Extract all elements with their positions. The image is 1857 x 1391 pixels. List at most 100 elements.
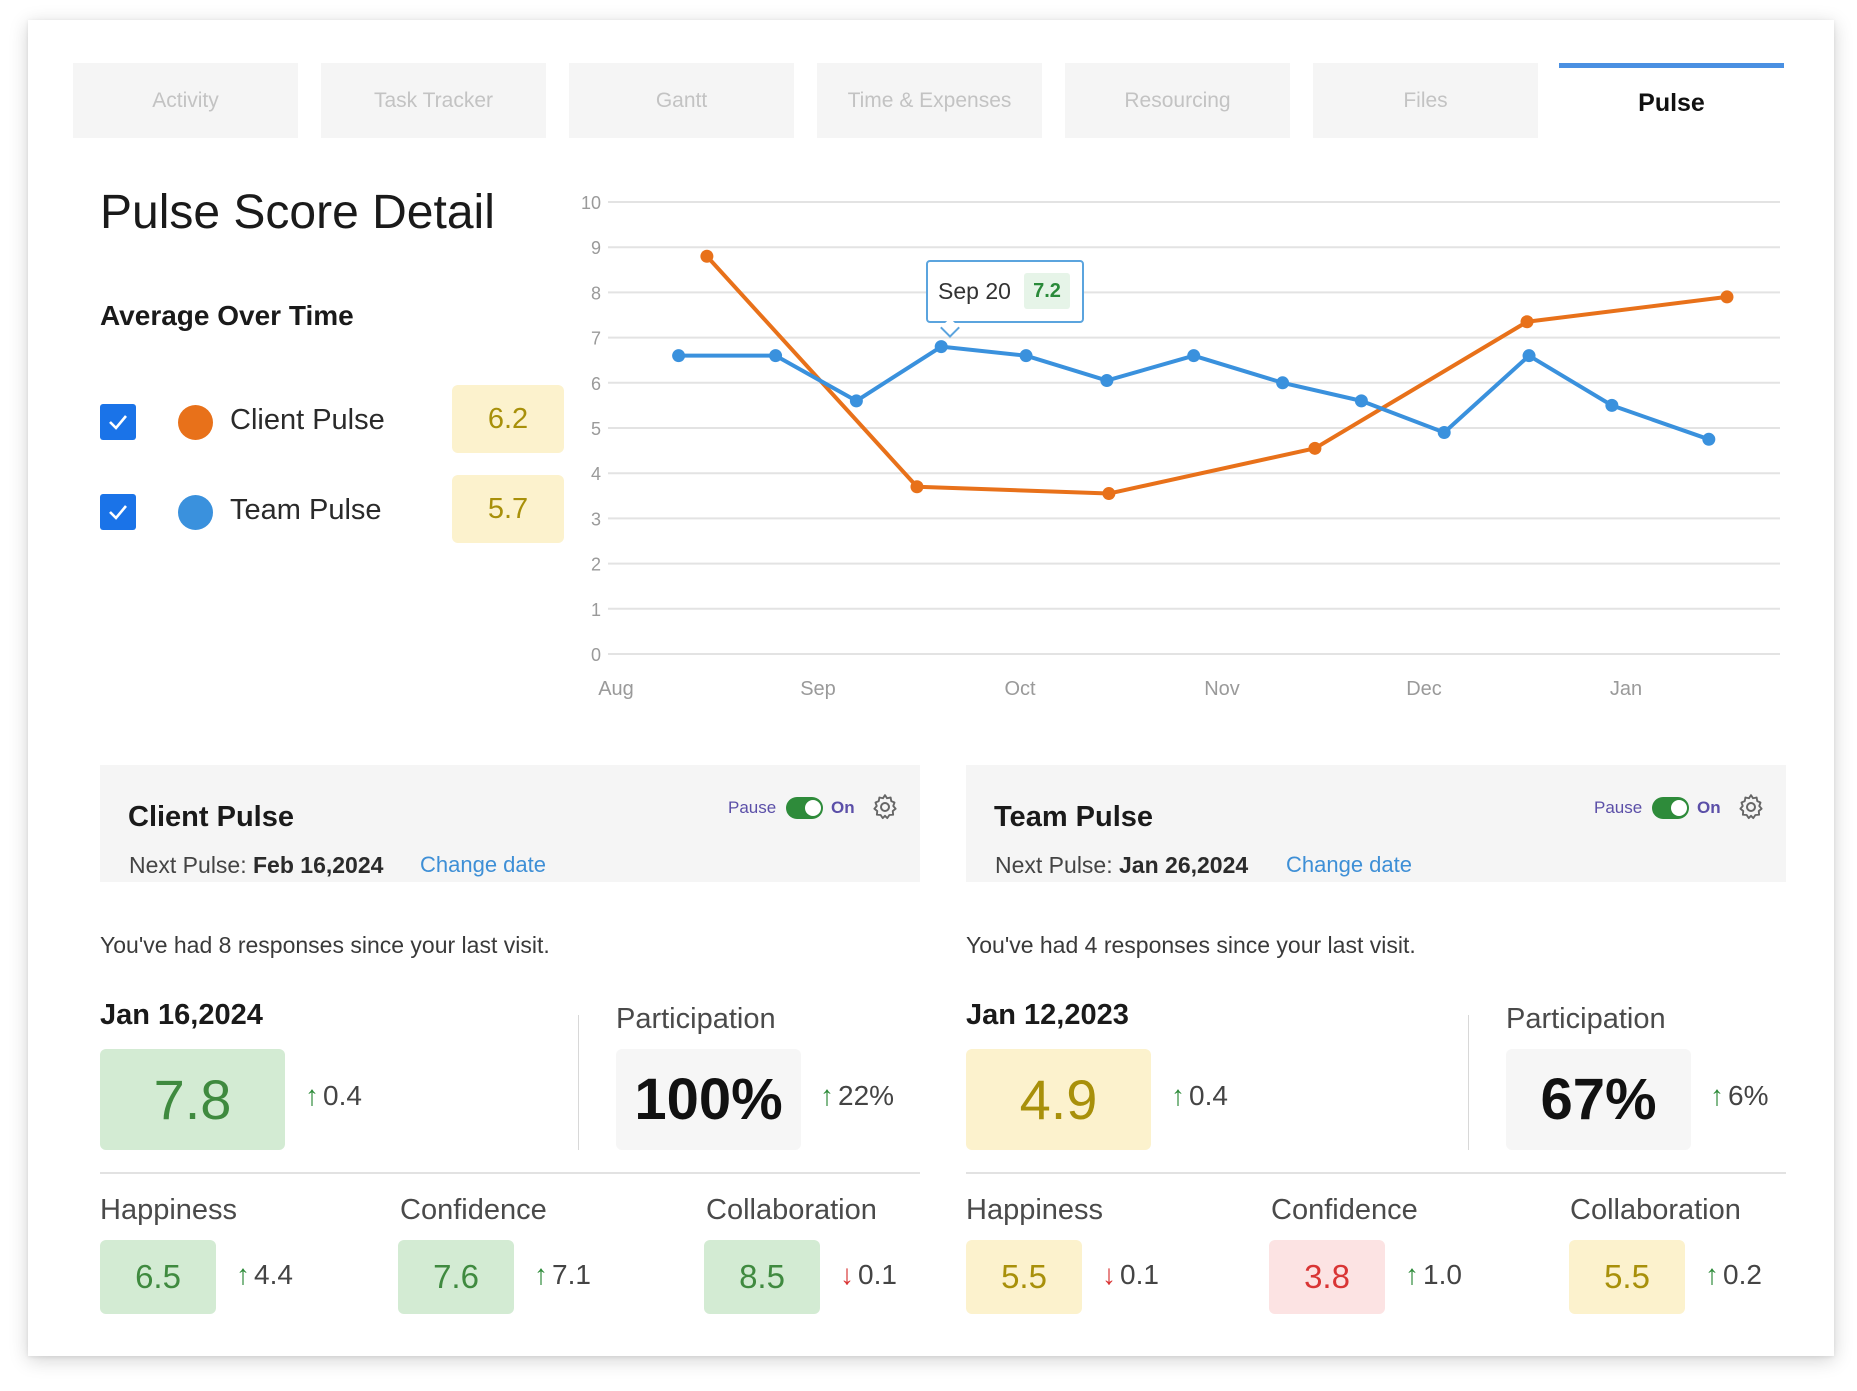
collaboration-label: Collaboration (706, 1194, 877, 1226)
participation-delta-value: 22% (838, 1080, 895, 1111)
team-pulse-point (1019, 349, 1033, 363)
collaboration-score: 8.5 (704, 1240, 820, 1314)
y-tick-label: 6 (591, 374, 601, 394)
happiness-delta: ↓ 0.1 (1102, 1259, 1159, 1291)
collaboration-delta-value: 0.2 (1723, 1259, 1762, 1290)
gear-icon[interactable] (1736, 792, 1766, 822)
happiness-delta: ↑ 4.4 (236, 1259, 293, 1291)
client-pulse-point (1720, 290, 1734, 304)
pulse-score: 7.8 (100, 1049, 285, 1150)
divider (578, 1015, 579, 1150)
confidence-delta: ↑ 1.0 (1405, 1259, 1462, 1291)
tab-resourcing[interactable]: Resourcing (1065, 63, 1290, 138)
y-tick-label: 1 (591, 600, 601, 620)
client-pulse-line (704, 254, 1729, 496)
next-pulse-label: Next Pulse: (995, 852, 1113, 878)
participation-delta: ↑ 22% (820, 1080, 894, 1112)
pulse-score: 4.9 (966, 1049, 1151, 1150)
client-pulse-average-score: 6.2 (452, 385, 564, 453)
score-delta-value: 0.4 (323, 1080, 362, 1111)
team-pulse-point (1605, 398, 1619, 412)
participation-value: 100% (616, 1049, 801, 1150)
x-tick-label: Sep (800, 678, 836, 700)
confidence-label: Confidence (400, 1194, 547, 1226)
confidence-label: Confidence (1271, 1194, 1418, 1226)
tooltip-value: 7.2 (1024, 273, 1070, 309)
y-tick-label: 0 (591, 645, 601, 665)
gear-icon[interactable] (870, 792, 900, 822)
team-pulse-point (672, 349, 686, 363)
arrow-up-icon: ↑ (1710, 1080, 1724, 1111)
pause-toggle[interactable] (1652, 797, 1689, 819)
team-pulse-panel: Team Pulse Next Pulse: Jan 26,2024 Chang… (966, 765, 1786, 1345)
tab-task-tracker[interactable]: Task Tracker (321, 63, 546, 138)
client-pulse-checkbox[interactable] (100, 404, 136, 440)
y-tick-label: 10 (581, 193, 601, 213)
arrow-down-icon: ↓ (1102, 1259, 1116, 1290)
panel-title: Team Pulse (994, 801, 1154, 833)
team-pulse-point (1522, 349, 1536, 363)
arrow-up-icon: ↑ (534, 1259, 548, 1290)
score-delta: ↑ 0.4 (1171, 1080, 1228, 1112)
arrow-up-icon: ↑ (305, 1080, 319, 1111)
arrow-down-icon: ↓ (840, 1259, 854, 1290)
score-date: Jan 16,2024 (100, 999, 263, 1031)
happiness-delta-value: 0.1 (1120, 1259, 1159, 1290)
tab-bar: Activity Task Tracker Gantt Time & Expen… (73, 63, 1784, 138)
arrow-up-icon: ↑ (820, 1080, 834, 1111)
team-pulse-point (1100, 374, 1114, 388)
collaboration-label: Collaboration (1570, 1194, 1741, 1226)
panel-title: Client Pulse (128, 801, 294, 833)
pause-label: Pause (1594, 798, 1643, 817)
tab-gantt[interactable]: Gantt (569, 63, 794, 138)
client-pulse-panel: Client Pulse Next Pulse: Feb 16,2024 Cha… (100, 765, 920, 1345)
confidence-score: 7.6 (398, 1240, 514, 1314)
confidence-delta: ↑ 7.1 (534, 1259, 591, 1291)
happiness-label: Happiness (100, 1194, 238, 1226)
change-date-link[interactable]: Change date (1286, 852, 1412, 877)
chart-tooltip: Sep 20 7.2 (926, 260, 1084, 338)
team-pulse-average-score: 5.7 (452, 475, 564, 543)
team-pulse-color-dot (178, 495, 213, 530)
participation-delta-value: 6% (1728, 1080, 1769, 1111)
next-pulse-date: Feb 16,2024 (253, 852, 384, 878)
x-tick-label: Oct (1004, 678, 1036, 700)
responses-text: You've had 8 responses since your last v… (100, 932, 550, 958)
average-over-time-heading: Average Over Time (100, 300, 354, 331)
x-tick-label: Jan (1610, 678, 1642, 700)
client-pulse-point (1308, 441, 1322, 455)
team-pulse-checkbox[interactable] (100, 494, 136, 530)
divider (100, 1172, 920, 1174)
tab-time-expenses[interactable]: Time & Expenses (817, 63, 1042, 138)
participation-value: 67% (1506, 1049, 1691, 1150)
panel-header: Team Pulse Next Pulse: Jan 26,2024 Chang… (966, 765, 1786, 882)
next-pulse-label: Next Pulse: (129, 852, 247, 878)
participation-label: Participation (616, 1003, 776, 1035)
change-date-link[interactable]: Change date (420, 852, 546, 877)
tab-files[interactable]: Files (1313, 63, 1538, 138)
confidence-delta-value: 1.0 (1423, 1259, 1462, 1290)
pause-toggle[interactable] (786, 797, 823, 819)
pulse-line-chart: 0 1 2 3 4 5 6 7 8 9 10 Aug Sep Oct Nov Dec Jan (581, 193, 1780, 700)
happiness-label: Happiness (966, 1194, 1104, 1226)
legend-item-team-pulse: Team Pulse 5.7 (100, 475, 564, 543)
tab-pulse[interactable]: Pulse (1559, 63, 1784, 138)
arrow-up-icon: ↑ (1405, 1259, 1419, 1290)
tooltip-date: Sep 20 (938, 278, 1011, 304)
team-pulse-point (1187, 349, 1201, 363)
tab-activity[interactable]: Activity (73, 63, 298, 138)
client-pulse-color-dot (178, 405, 213, 440)
team-pulse-point (1276, 376, 1290, 390)
team-pulse-point (769, 349, 783, 363)
collaboration-delta: ↓ 0.1 (840, 1259, 897, 1291)
x-tick-label: Nov (1204, 678, 1240, 700)
score-delta-value: 0.4 (1189, 1080, 1228, 1111)
on-label: On (831, 798, 855, 817)
arrow-up-icon: ↑ (236, 1259, 250, 1290)
arrow-up-icon: ↑ (1705, 1259, 1719, 1290)
x-tick-label: Aug (598, 678, 634, 700)
x-tick-label: Dec (1406, 678, 1442, 700)
panel-header: Client Pulse Next Pulse: Feb 16,2024 Cha… (100, 765, 920, 882)
participation-label: Participation (1506, 1003, 1666, 1035)
participation-delta: ↑ 6% (1710, 1080, 1768, 1112)
